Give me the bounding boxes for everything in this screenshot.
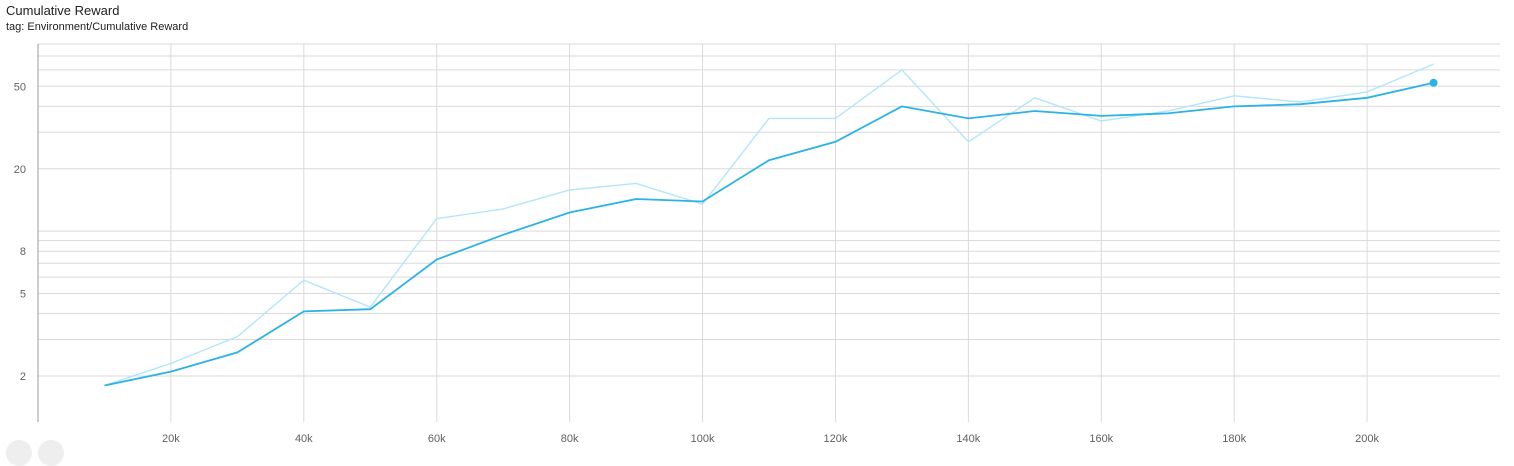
x-tick-label: 40k: [295, 433, 313, 445]
last-data-point: [1429, 78, 1438, 87]
grid-layer: [38, 43, 1500, 422]
x-tick-label: 20k: [162, 433, 180, 445]
chart-title: Cumulative Reward: [6, 3, 120, 18]
chart-tag: tag: Environment/Cumulative Reward: [6, 21, 189, 33]
x-tick-label: 200k: [1355, 433, 1379, 445]
line-chart[interactable]: 20k 40k 60k 80k 100k 120k 140k 160k 180k 200k 2 5 8 2…: [0, 0, 1514, 450]
y-tick-label: 5: [20, 289, 26, 301]
series-line-raw: [104, 63, 1434, 387]
x-tick-label: 120k: [824, 433, 848, 445]
y-tick-label: 20: [14, 164, 26, 176]
fit-domain-button[interactable]: [38, 440, 64, 466]
x-tick-label: 80k: [561, 433, 579, 445]
x-tick-label: 180k: [1222, 433, 1246, 445]
y-tick-label: 8: [20, 246, 26, 258]
tick-layer: 20k 40k 60k 80k 100k 120k 140k 160k 180k 200k 2 5 8 2…: [14, 81, 1380, 445]
x-tick-label: 60k: [428, 433, 446, 445]
series-line-smoothed: [104, 81, 1434, 387]
y-tick-label: 2: [20, 371, 26, 383]
x-tick-label: 160k: [1089, 433, 1113, 445]
toggle-log-scale-button[interactable]: [6, 440, 32, 466]
x-tick-label: 140k: [956, 433, 980, 445]
x-tick-label: 100k: [691, 433, 715, 445]
y-tick-label: 50: [14, 81, 26, 93]
